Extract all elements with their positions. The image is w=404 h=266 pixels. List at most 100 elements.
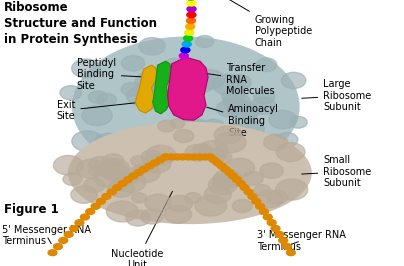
Circle shape (178, 154, 187, 160)
Circle shape (94, 168, 123, 187)
Circle shape (202, 144, 232, 164)
Circle shape (158, 120, 175, 132)
Circle shape (214, 126, 241, 144)
Circle shape (202, 119, 225, 134)
Circle shape (250, 97, 276, 114)
Circle shape (240, 185, 249, 190)
Circle shape (217, 163, 226, 169)
Circle shape (166, 58, 185, 71)
Circle shape (184, 154, 193, 160)
Circle shape (256, 58, 277, 72)
Circle shape (244, 189, 253, 195)
Circle shape (76, 159, 105, 178)
Circle shape (263, 134, 288, 150)
Circle shape (189, 121, 212, 136)
Circle shape (276, 179, 308, 200)
Circle shape (139, 38, 165, 55)
Circle shape (186, 0, 197, 7)
Circle shape (134, 170, 143, 176)
Circle shape (132, 164, 160, 182)
Circle shape (204, 185, 231, 203)
Circle shape (184, 147, 204, 160)
Circle shape (203, 142, 231, 161)
Circle shape (80, 214, 89, 220)
Circle shape (164, 205, 191, 223)
Circle shape (242, 111, 257, 121)
Circle shape (266, 134, 282, 145)
Circle shape (212, 177, 229, 188)
Circle shape (161, 154, 170, 160)
Circle shape (53, 244, 62, 250)
Circle shape (185, 0, 196, 1)
Circle shape (256, 203, 265, 209)
Circle shape (226, 158, 255, 177)
Circle shape (114, 172, 146, 193)
Circle shape (263, 214, 272, 220)
Circle shape (233, 177, 242, 182)
Circle shape (212, 74, 244, 95)
Circle shape (141, 150, 162, 164)
Circle shape (267, 220, 276, 226)
Circle shape (102, 154, 124, 168)
Circle shape (186, 11, 197, 18)
Circle shape (103, 143, 134, 164)
Circle shape (195, 154, 204, 160)
Circle shape (168, 195, 193, 212)
Circle shape (214, 152, 232, 164)
Circle shape (95, 134, 122, 152)
Circle shape (184, 29, 195, 36)
Circle shape (129, 166, 145, 177)
Circle shape (222, 89, 244, 104)
Text: Nucleotide
Unit: Nucleotide Unit (111, 191, 173, 266)
Circle shape (189, 154, 198, 160)
Circle shape (236, 181, 245, 186)
Circle shape (227, 124, 244, 134)
Circle shape (208, 175, 237, 194)
Circle shape (201, 154, 210, 160)
Circle shape (185, 193, 201, 203)
Circle shape (198, 141, 228, 160)
Circle shape (89, 156, 112, 172)
Circle shape (276, 132, 298, 147)
Circle shape (225, 170, 234, 176)
Circle shape (101, 163, 128, 181)
Circle shape (256, 151, 270, 161)
Circle shape (185, 144, 210, 161)
Circle shape (173, 72, 202, 91)
Circle shape (243, 172, 263, 185)
Circle shape (140, 166, 149, 172)
Circle shape (170, 119, 185, 128)
Circle shape (60, 86, 82, 100)
Circle shape (276, 143, 305, 162)
Circle shape (143, 155, 171, 173)
Circle shape (256, 190, 283, 208)
Circle shape (72, 131, 103, 152)
Circle shape (145, 194, 171, 211)
Circle shape (281, 72, 306, 89)
Circle shape (150, 160, 159, 166)
Circle shape (140, 209, 163, 224)
Circle shape (108, 180, 134, 197)
Text: 3' Messenger RNA
Terminus: 3' Messenger RNA Terminus (257, 230, 345, 252)
Circle shape (185, 23, 196, 30)
Circle shape (179, 67, 200, 81)
Circle shape (180, 120, 205, 136)
Circle shape (223, 93, 250, 110)
Circle shape (86, 209, 95, 214)
Circle shape (174, 129, 194, 143)
Circle shape (269, 110, 297, 129)
Circle shape (53, 155, 83, 175)
Circle shape (179, 52, 189, 59)
Circle shape (100, 159, 130, 178)
Circle shape (195, 146, 213, 157)
Circle shape (196, 70, 225, 89)
Circle shape (122, 56, 145, 71)
Circle shape (183, 35, 194, 42)
Text: Aminoacyl
Binding
Site: Aminoacyl Binding Site (207, 105, 279, 138)
Circle shape (113, 185, 122, 190)
Circle shape (112, 174, 130, 185)
Circle shape (181, 41, 192, 48)
Circle shape (121, 82, 142, 96)
Circle shape (196, 35, 214, 48)
Text: Ribosome
Structure and Function
in Protein Synthesis: Ribosome Structure and Function in Prote… (4, 1, 157, 46)
